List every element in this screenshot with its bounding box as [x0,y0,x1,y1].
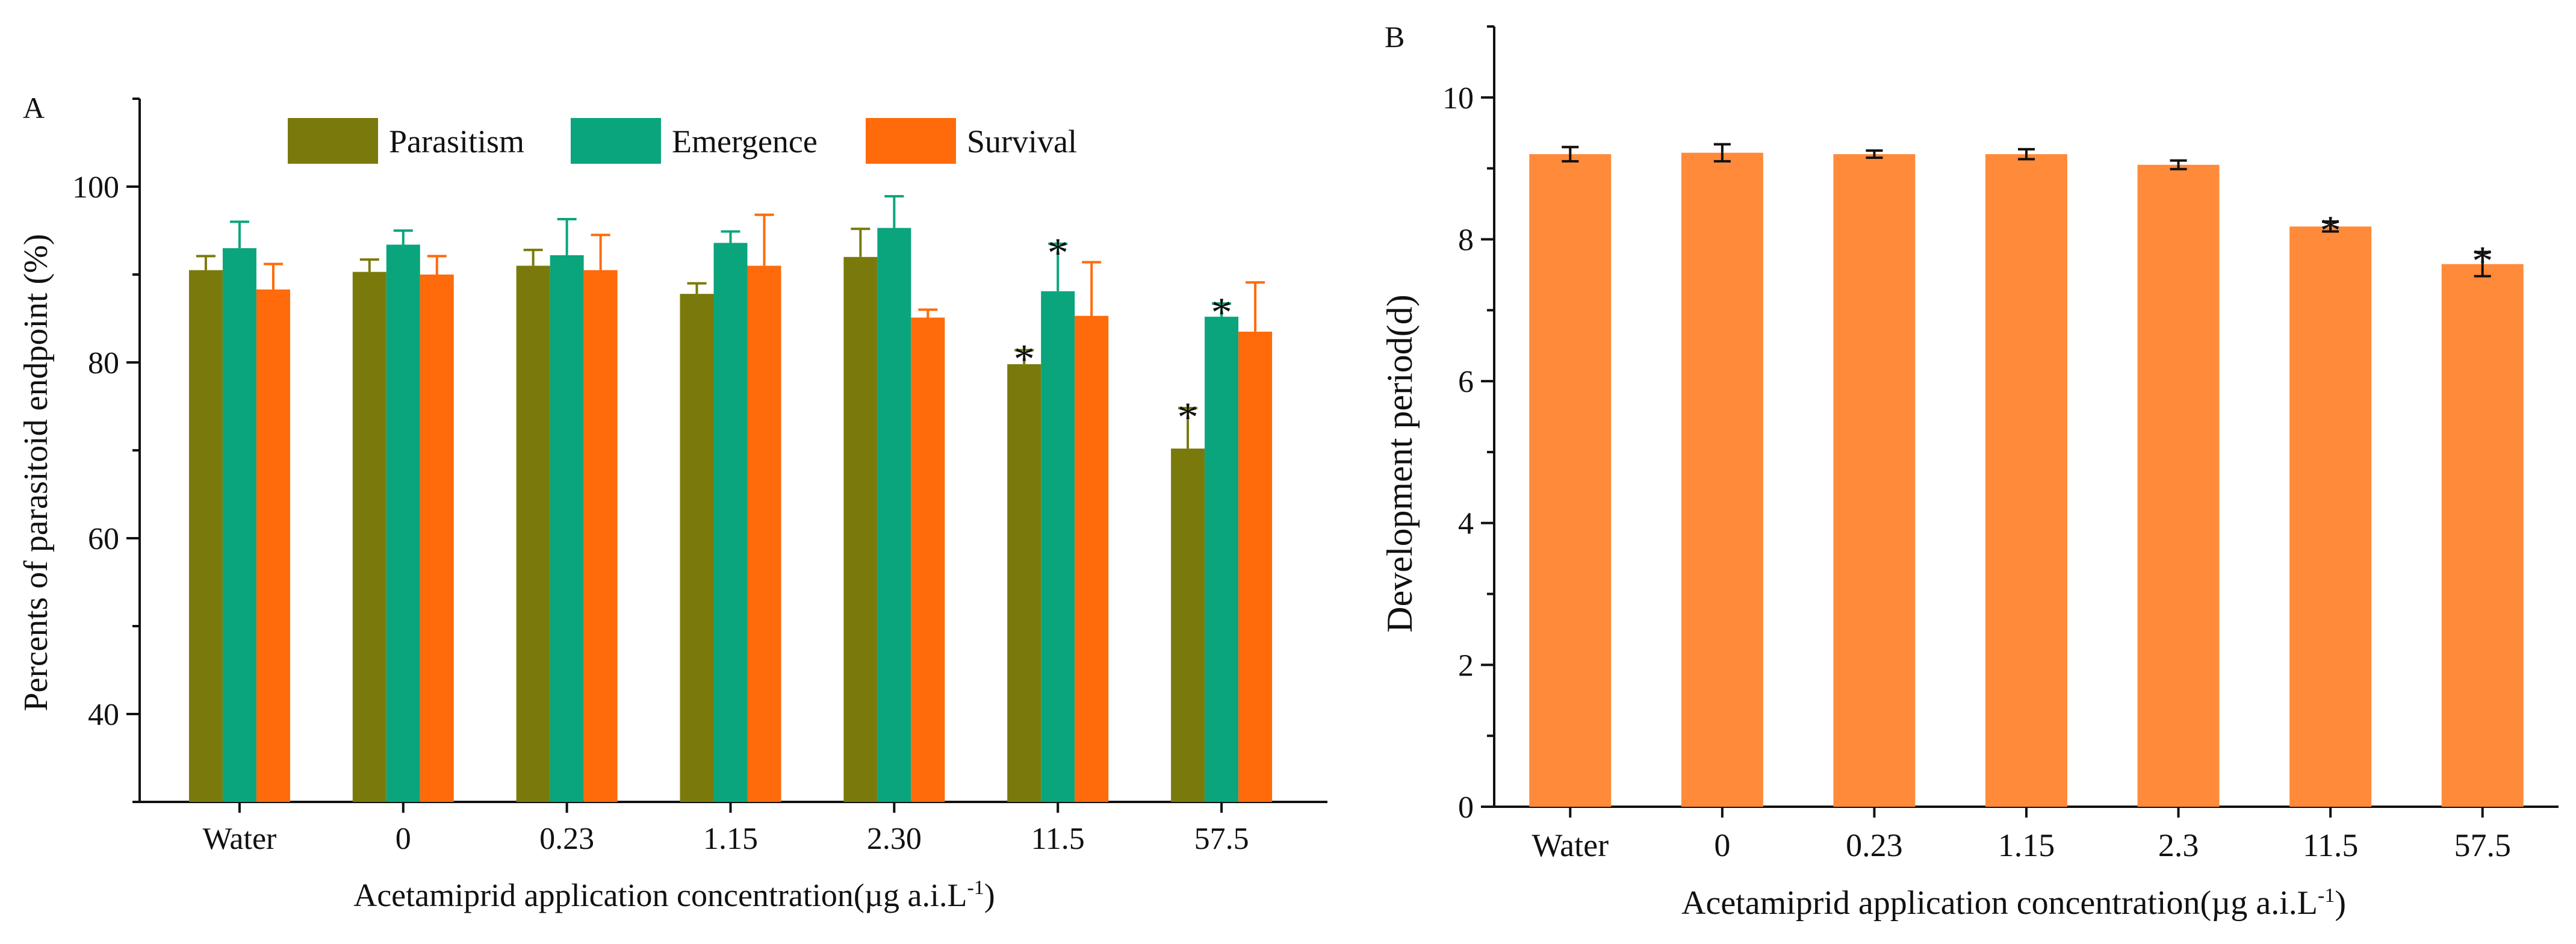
b-category-label: 0.23 [1846,827,1903,863]
a-bar-parasitism [843,256,878,802]
panel-a-legend: Parasitism Emergence Survival [288,118,1077,164]
b-ytick-label: 2 [1458,648,1474,683]
a-bar-emergence [222,248,256,802]
legend-swatch-survival [866,118,956,164]
a-category-label: 2.30 [867,822,922,856]
b-bar-development-period [2441,264,2524,807]
a-significance-star: * [1014,337,1035,383]
a-bar-emergence [713,243,748,802]
b-bar-development-period [1833,154,1916,807]
panel-b-xlabel-main: Acetamiprid application concentration(µg… [1681,884,2318,922]
b-category-label: 11.5 [2303,827,2359,863]
a-bar-parasitism [188,270,223,802]
a-bar-emergence [550,255,584,802]
a-bar-emergence [1205,317,1239,802]
panel-a-bars: * * * * [188,195,1273,802]
b-ytick-label: 4 [1458,507,1474,541]
b-category-label: 1.15 [1998,827,2055,863]
b-significance-star: * [2320,208,2341,254]
a-ytick-label: 100 [72,170,119,205]
panel-b-xlabel: Acetamiprid application concentration(µg… [1681,884,2346,922]
a-bar-parasitism [680,294,714,802]
b-category-label: 0 [1714,827,1730,863]
panel-a-categories: Water 0 0.23 1.15 2.30 11.5 57.5 [203,802,1249,856]
legend-swatch-parasitism [288,118,378,164]
a-bar-survival [911,317,945,802]
panel-b-ylabel: Development period(d) [1380,294,1420,632]
a-bar-survival [747,266,781,802]
b-ytick-label: 10 [1442,81,1474,116]
panel-a-xlabel-close: ) [984,877,995,913]
panel-a-ticks: 40 60 80 100 [72,98,140,803]
b-bar-development-period [1681,152,1763,807]
legend-label-emergence: Emergence [672,123,818,160]
a-ytick-label: 60 [88,522,119,556]
b-ytick-label: 6 [1458,365,1474,399]
panel-b-xlabel-sup: -1 [2318,884,2335,907]
b-category-label: Water [1532,827,1609,863]
b-significance-star: * [2472,238,2493,285]
a-bar-parasitism [516,266,550,802]
a-bar-parasitism [1171,449,1205,802]
a-bar-survival [1238,331,1273,802]
a-bar-emergence [1041,291,1075,802]
b-bar-development-period [1985,154,2067,807]
panel-a-xlabel: Acetamiprid application concentration(µg… [353,877,995,913]
a-bar-emergence [386,244,420,802]
legend-label-parasitism: Parasitism [389,123,524,160]
panel-a-label: A [23,91,45,125]
b-category-label: 57.5 [2454,827,2511,863]
a-bar-parasitism [352,272,386,802]
a-category-label: 0.23 [539,822,594,856]
a-significance-star: * [1047,230,1069,276]
a-significance-star: * [1178,394,1199,441]
a-bar-emergence [877,228,911,802]
panel-a-xlabel-main: Acetamiprid application concentration(µg… [353,877,967,913]
b-bar-development-period [1529,154,1612,807]
a-bar-survival [1075,315,1109,802]
b-bar-development-period [2137,164,2220,807]
panel-a-ylabel: Percents of parasitoid endpoint (%) [17,234,55,711]
a-category-label: Water [203,822,277,856]
a-category-label: 0 [396,822,411,856]
a-bar-survival [583,270,618,802]
b-bar-development-period [2289,226,2372,807]
a-bar-survival [256,289,290,802]
a-ytick-label: 40 [88,698,119,732]
panel-b-xlabel-close: ) [2335,884,2346,922]
panel-b-bars: ** [1529,143,2524,807]
a-category-label: 11.5 [1031,822,1085,856]
panel-a: A 40 60 80 100 * * * * Water 0 0.23 1.15 2.30 11.5 5… [17,91,1327,913]
legend-label-survival: Survival [967,123,1077,160]
b-ytick-label: 0 [1458,790,1474,825]
panel-b-label: B [1385,20,1404,54]
a-category-label: 1.15 [703,822,758,856]
a-bar-parasitism [1007,364,1041,802]
b-category-label: 2.3 [2158,827,2199,863]
b-ytick-label: 8 [1458,223,1474,257]
legend-swatch-emergence [571,118,661,164]
a-significance-star: * [1211,290,1232,336]
a-ytick-label: 80 [88,346,119,380]
a-bar-survival [420,275,454,802]
a-category-label: 57.5 [1194,822,1249,856]
panel-b-ticks: 0 2 4 6 8 10 [1442,25,1494,825]
panel-b-categories: Water 0 0.23 1.15 2.3 11.5 57.5 [1532,807,2511,863]
panel-a-xlabel-sup: -1 [967,877,984,899]
